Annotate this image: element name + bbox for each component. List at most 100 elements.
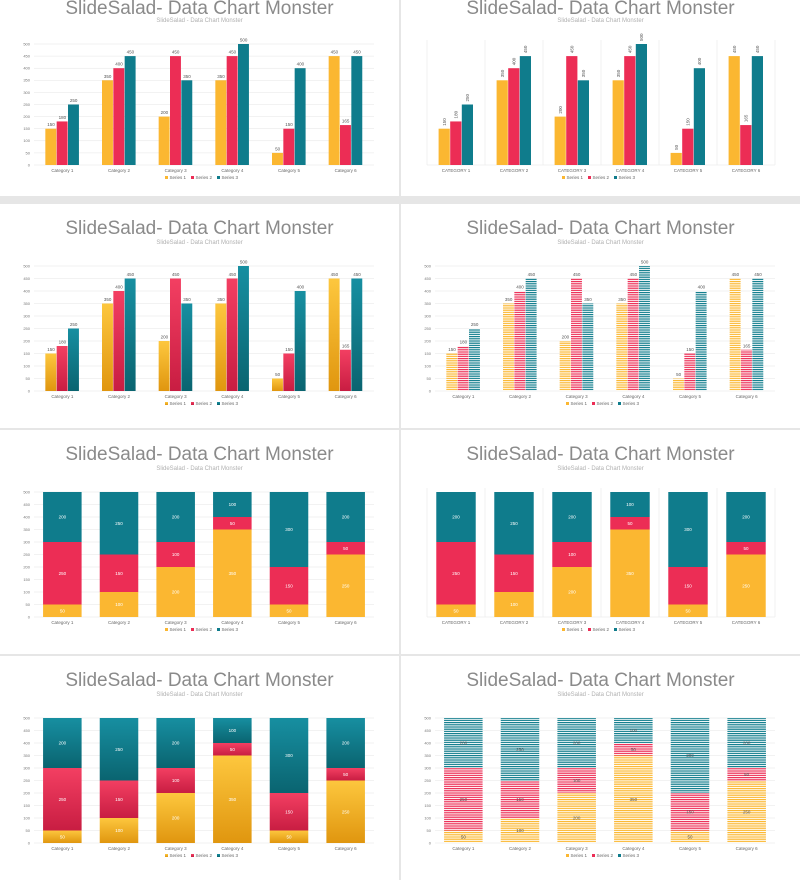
data-label: 250 [70,322,78,327]
y-tick-label: 150 [424,351,431,356]
data-label: 450 [732,45,737,53]
bar-segment [269,492,309,567]
data-label: 200 [172,515,180,520]
data-label: 450 [127,50,135,55]
category-label: Category 1 [51,168,74,173]
category-label: Category 4 [221,620,244,625]
slide-title: SlideSalad- Data Chart Monster [65,0,334,19]
bar-segment [269,604,309,617]
y-tick-label: 0 [28,388,31,393]
category-label: Category 2 [108,168,131,173]
slide-4[interactable]: SlideSalad- Data Chart Monster SlideSala… [401,204,800,428]
bar [124,56,136,165]
data-label: 350 [505,297,513,302]
category-label: Category 2 [108,846,131,851]
bar [673,378,684,391]
bar [577,80,589,165]
bar-segment [500,718,540,781]
y-tick-label: 250 [23,102,30,107]
data-label: 150 [115,571,123,576]
data-label: 450 [628,45,633,53]
bar [514,291,526,391]
y-tick-label: 450 [23,502,30,507]
category-label: Category 6 [736,394,759,399]
legend-label: Series 2 [196,175,213,180]
data-label: 350 [584,297,592,302]
y-tick-label: 450 [23,276,30,281]
data-label: 150 [47,347,55,352]
category-label: Category 5 [278,168,301,173]
y-tick-label: 450 [23,728,30,733]
data-label: 165 [743,343,751,348]
data-label: 50 [631,747,637,752]
data-label: 300 [285,753,293,758]
data-label: 50 [230,747,236,752]
slide-title: SlideSalad- Data Chart Monster [466,218,735,239]
data-label: 450 [172,272,180,277]
data-label: 350 [183,74,191,79]
slide-7[interactable]: SlideSalad- Data Chart Monster SlideSala… [0,656,399,880]
bar [519,56,531,165]
data-label: 50 [230,521,236,526]
data-label: 450 [754,272,762,277]
slide-2[interactable]: SlideSalad- Data Chart Monster SlideSala… [401,0,800,196]
legend-label: Series 2 [593,627,610,632]
bar [328,278,340,391]
bar-segment [557,718,596,768]
data-label: 250 [516,747,524,752]
y-tick-label: 450 [424,276,431,281]
bar [554,116,566,165]
data-label: 200 [452,515,460,520]
chart-1: 0 50 100 150 200 250 300 350 400 450 500 150 180 250 C… [23,38,374,180]
bar [340,349,351,391]
slide-6[interactable]: SlideSalad- Data Chart Monster SlideSala… [401,430,800,654]
bar [238,44,249,165]
category-label: Category 1 [51,846,74,851]
y-tick-label: 300 [23,90,30,95]
data-label: 350 [500,69,505,77]
category-label: Category 3 [165,846,188,851]
data-label: 450 [528,272,536,277]
bar-segment [156,768,195,793]
data-label: 300 [686,753,694,758]
bar [496,80,508,165]
y-tick-label: 350 [23,753,30,758]
bar [124,278,136,391]
bar-segment [99,592,139,617]
bar [457,346,469,391]
category-label: Category 4 [221,846,244,851]
slide-5[interactable]: SlideSalad- Data Chart Monster SlideSala… [0,430,399,654]
slide-subtitle: SlideSalad - Data Chart Monster [156,692,243,698]
y-tick-label: 500 [23,489,30,494]
slide-8[interactable]: SlideSalad- Data Chart Monster SlideSala… [401,656,800,880]
y-tick-label: 200 [23,338,30,343]
chart-7: 0 50 100 150 200 250 300 350 400 450 500 50 250 200 Ca… [23,715,374,858]
y-tick-label: 250 [23,326,30,331]
y-tick-label: 350 [23,78,30,83]
data-label: 100 [115,602,123,607]
bar-segment [213,529,252,617]
legend-swatch [618,854,621,857]
bar [612,80,624,165]
category-label: Category 3 [165,620,188,625]
category-label: Category 2 [108,394,131,399]
y-tick-label: 100 [23,363,30,368]
data-label: 200 [568,515,576,520]
category-label: Category 1 [51,394,74,399]
data-label: 450 [353,50,361,55]
chart-2: 150 180 250 CATEGORY 1 350 400 450 CATEGORY 2 20… [426,33,776,180]
data-label: 50 [461,834,467,839]
bar [751,56,763,165]
slide-1[interactable]: SlideSalad- Data Chart Monster SlideSala… [0,0,399,196]
legend-swatch [614,176,617,179]
slide-subtitle: SlideSalad - Data Chart Monster [156,18,243,24]
data-label: 400 [516,285,524,290]
legend-label: Series 3 [222,627,239,632]
bar-segment [326,554,365,617]
bar-segment [99,718,139,781]
category-label: CATEGORY 3 [558,168,587,173]
slide-3[interactable]: SlideSalad- Data Chart Monster SlideSala… [0,204,399,428]
data-label: 50 [685,608,691,613]
category-label: CATEGORY 6 [732,168,761,173]
category-label: CATEGORY 4 [616,620,645,625]
